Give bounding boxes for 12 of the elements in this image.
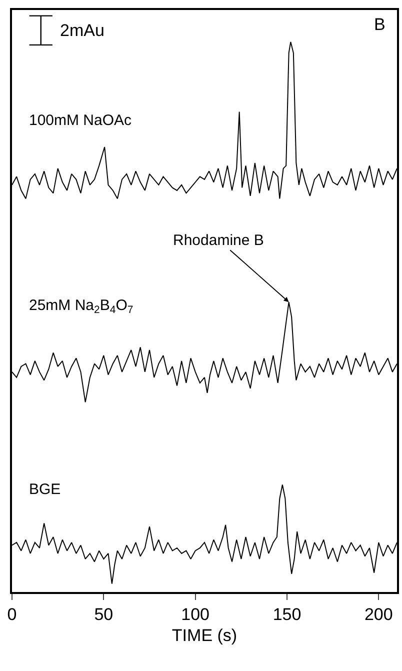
x-tick-label: 100 [181,605,210,624]
text: 2mAu [60,21,104,40]
text: 25mM Na$_{2}$B$_{4}$O$_{7}$ [29,297,134,316]
x-tick-label: 150 [272,605,302,624]
series-label: BGE [29,481,61,498]
x-axis-title: TIME (s) [172,626,238,646]
annotation: Rhodamine B [173,232,264,249]
x-tick-label: 0 [7,605,17,624]
x-tick-label: 50 [94,605,114,624]
text: B [374,15,386,34]
x-tick-label: 200 [364,605,393,624]
text: 100mM NaOAc [29,112,132,129]
